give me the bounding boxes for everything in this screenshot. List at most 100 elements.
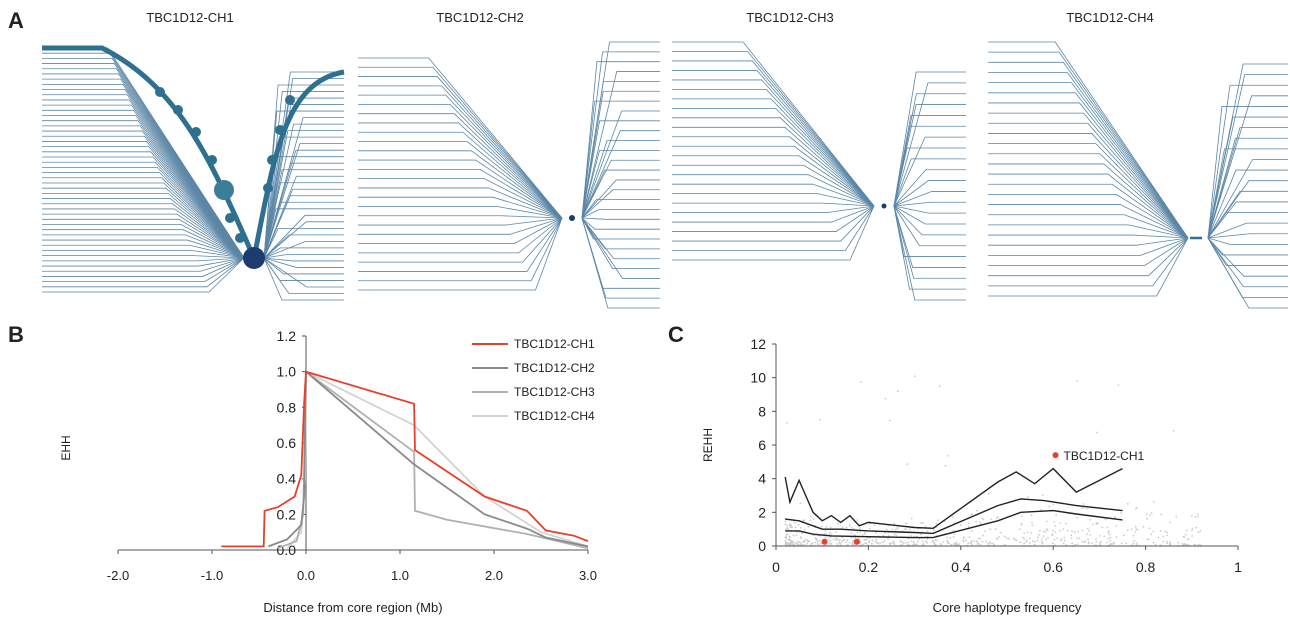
haplotype-branch xyxy=(42,182,245,259)
background-point xyxy=(989,541,991,544)
haplotype-node xyxy=(275,125,285,135)
haplotype-branch xyxy=(988,143,1189,239)
background-point xyxy=(862,543,865,546)
background-point xyxy=(1186,529,1188,532)
background-point xyxy=(865,542,868,544)
background-point xyxy=(1168,542,1171,545)
haplotype-branch xyxy=(42,130,245,259)
haplotype-branch xyxy=(893,205,966,236)
background-point xyxy=(1042,535,1045,538)
background-point xyxy=(860,381,862,383)
haplotype-branch xyxy=(581,209,660,219)
haplotype-branch xyxy=(893,205,966,225)
haplotype-branch xyxy=(893,169,966,207)
background-point xyxy=(933,529,935,531)
background-point xyxy=(1062,528,1065,530)
background-point xyxy=(1006,537,1008,540)
background-point xyxy=(939,543,942,545)
background-point xyxy=(825,525,828,528)
background-point xyxy=(1040,508,1042,511)
background-point xyxy=(797,523,800,526)
haplotype-branch xyxy=(42,141,245,259)
haplotype-branch xyxy=(672,98,875,207)
background-point xyxy=(786,528,789,530)
background-point xyxy=(883,532,886,534)
haplotype-branch xyxy=(263,257,344,268)
haplotype-branch xyxy=(1207,169,1288,239)
haplotype-branch xyxy=(988,92,1189,239)
haplotype-branch xyxy=(42,257,245,262)
background-point xyxy=(1107,530,1110,532)
x-tick-label: 0.8 xyxy=(1136,559,1156,575)
haplotype-branch xyxy=(672,70,875,207)
background-point xyxy=(909,528,911,531)
background-point xyxy=(1132,534,1135,537)
background-point xyxy=(926,541,929,544)
legend-label: TBC1D12-CH2 xyxy=(514,361,595,375)
background-point xyxy=(845,541,848,543)
background-point xyxy=(1062,542,1065,545)
background-point xyxy=(1065,522,1067,525)
haplotype-branch xyxy=(672,41,875,207)
background-point xyxy=(1152,541,1155,544)
highlight-point xyxy=(853,538,860,545)
haplotype-branch xyxy=(893,205,966,301)
panel-c-letter: C xyxy=(668,322,684,347)
background-point xyxy=(942,541,945,543)
background-point xyxy=(1033,540,1036,543)
haplotype-branch xyxy=(358,85,563,219)
haplotype-branch xyxy=(263,143,344,259)
background-point xyxy=(884,397,887,400)
background-point xyxy=(1148,527,1151,530)
background-point xyxy=(824,536,827,539)
haplotype-branch xyxy=(1207,233,1288,239)
background-point xyxy=(814,541,817,544)
background-point xyxy=(810,515,812,518)
background-point xyxy=(830,533,833,535)
background-point xyxy=(836,543,838,545)
ehh-series-line xyxy=(221,370,589,548)
background-point xyxy=(1103,535,1106,538)
haplotype-branch xyxy=(358,206,563,219)
background-point xyxy=(1191,527,1194,530)
background-point xyxy=(944,464,947,467)
background-point xyxy=(879,542,881,545)
background-point xyxy=(1020,515,1023,517)
haplotype-branch xyxy=(581,179,660,219)
haplotype-branch xyxy=(358,94,563,219)
background-point xyxy=(807,540,809,543)
haplotype-branch xyxy=(893,82,966,207)
haplotype-branch xyxy=(358,217,563,282)
background-point xyxy=(875,531,878,534)
haplotype-branch xyxy=(581,90,660,219)
haplotype-branch xyxy=(1207,127,1288,239)
background-point xyxy=(1053,521,1056,523)
background-point xyxy=(1076,516,1079,519)
background-point xyxy=(1147,538,1150,540)
background-point xyxy=(796,542,798,545)
haplotype-branch xyxy=(263,201,344,259)
background-point xyxy=(891,528,894,531)
haplotype-branch xyxy=(581,217,660,269)
haplotype-branch xyxy=(988,51,1189,239)
haplotype-branch xyxy=(358,217,563,235)
haplotype-branch xyxy=(581,199,660,219)
background-point xyxy=(910,517,913,520)
background-point xyxy=(818,539,821,542)
haplotype-branch xyxy=(988,237,1189,266)
background-point xyxy=(970,540,973,542)
background-point xyxy=(829,536,832,538)
background-point xyxy=(1196,513,1199,516)
background-point xyxy=(871,539,874,542)
haplotype-branch xyxy=(581,100,660,219)
legend-label: TBC1D12-CH1 xyxy=(514,337,595,351)
haplotype-branch xyxy=(988,214,1189,239)
haplotype-branch xyxy=(263,257,344,301)
haplotype-branch xyxy=(581,217,660,279)
haplotype-branch xyxy=(263,257,344,262)
background-point xyxy=(1052,542,1054,545)
background-point xyxy=(784,528,787,531)
background-point xyxy=(785,534,788,537)
core-haplotype-node xyxy=(243,247,265,269)
background-point xyxy=(1120,542,1123,545)
